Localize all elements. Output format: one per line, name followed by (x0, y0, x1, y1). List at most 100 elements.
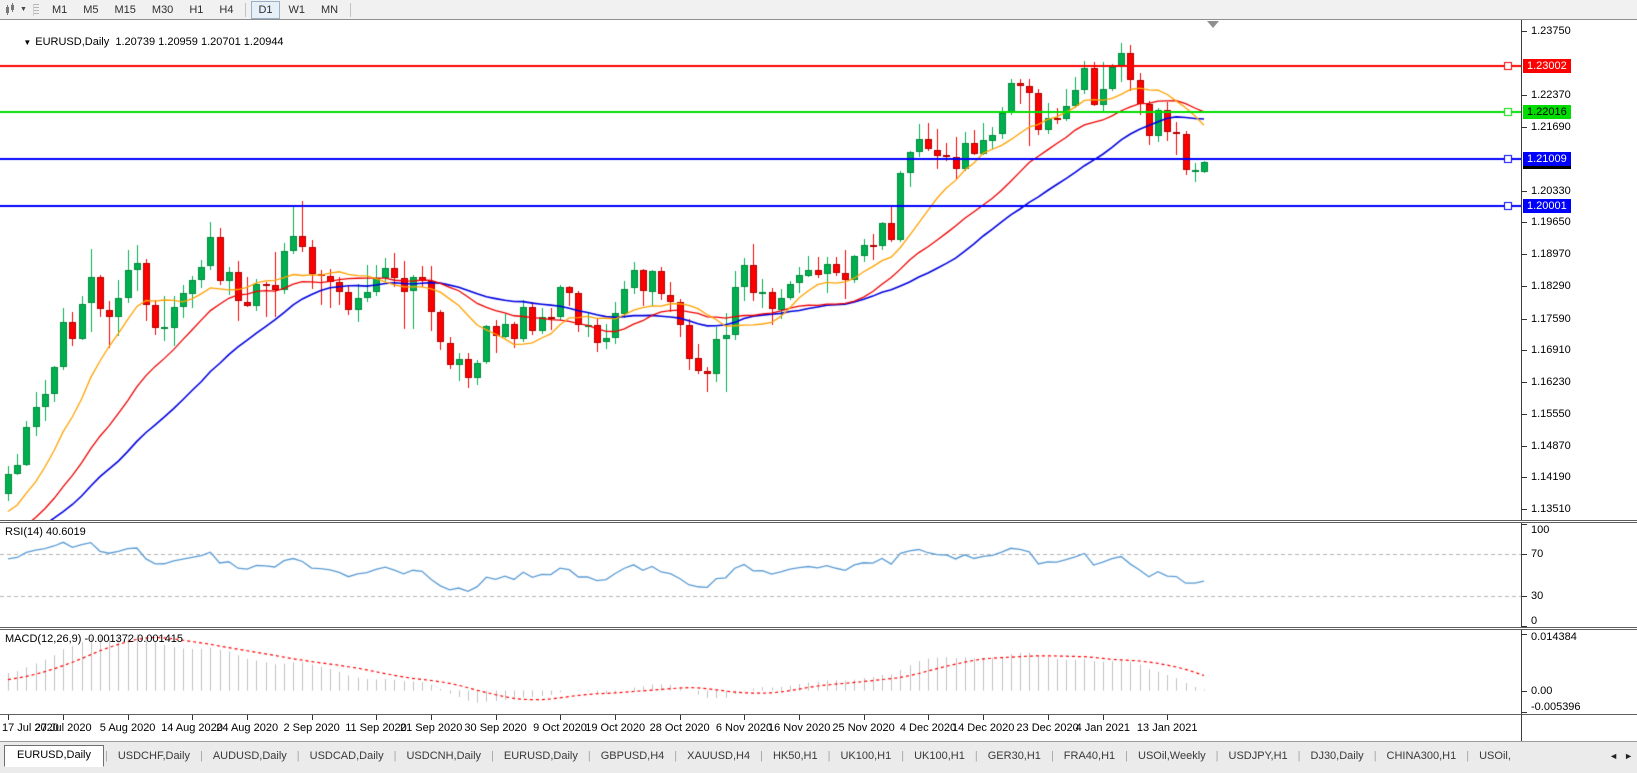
mini-candles-icon (6, 3, 14, 15)
rsi-tick-mark (1522, 626, 1527, 627)
price-tick-label: 1.18970 (1531, 248, 1571, 261)
chart-tab-6[interactable]: GBPUSD,H4 (600, 749, 665, 762)
main-chart-canvas[interactable] (0, 20, 1522, 520)
tab-divider: | (1050, 750, 1054, 762)
date-tick-mark (863, 715, 865, 720)
date-tick-label: 30 Sep 2020 (464, 722, 527, 734)
toolbar-separator (350, 2, 352, 17)
price-tick-mark (1522, 382, 1527, 384)
macd-canvas[interactable] (0, 630, 1522, 714)
date-tick-mark (799, 715, 801, 720)
toolbar-grip[interactable] (32, 3, 39, 16)
rsi-panel: RSI(14) 40.6019 100 70 30 0 (0, 523, 1637, 627)
price-tick-label: 1.14190 (1531, 471, 1571, 484)
tab-scroll-left-icon[interactable]: ◄ (1609, 751, 1619, 761)
timeframe-button-H4[interactable]: H4 (219, 3, 234, 16)
rsi-canvas[interactable] (0, 523, 1522, 627)
date-tick-label: 28 Oct 2020 (649, 722, 710, 734)
macd-axis[interactable]: 0.014384 0.00 -0.005396 (1521, 630, 1637, 714)
date-tick-label: 27 Jul 2020 (34, 722, 92, 734)
rsi-scale-label: 30 (1531, 589, 1544, 602)
rsi-tick-mark (1522, 524, 1527, 525)
hline-price-label: 1.21009 (1523, 151, 1571, 166)
date-tick-label: 25 Nov 2020 (832, 722, 895, 734)
date-tick-mark (495, 715, 497, 720)
timeframe-button-M15[interactable]: M15 (114, 3, 136, 16)
macd-tick-mark (1522, 634, 1527, 636)
date-tick-mark (1102, 715, 1104, 720)
tab-divider: | (1466, 750, 1470, 762)
rsi-tick-mark (1522, 554, 1527, 556)
price-tick-mark (1522, 477, 1527, 479)
price-tick-label: 1.14870 (1531, 439, 1571, 452)
chart-tab-10[interactable]: UK100,H1 (914, 749, 965, 762)
tab-scroll-buttons: ◄ ► (1609, 751, 1633, 761)
date-tick-label: 23 Dec 2020 (1016, 722, 1079, 734)
date-tick-mark (1167, 715, 1169, 720)
chart-tab-13[interactable]: USOil,Weekly (1138, 749, 1206, 762)
panel-splitter[interactable] (0, 627, 1637, 630)
tab-scroll-right-icon[interactable]: ► (1624, 751, 1633, 761)
tab-divider: | (393, 750, 397, 762)
timeframe-button-D1[interactable]: D1 (251, 0, 280, 19)
chart-tab-12[interactable]: FRA40,H1 (1063, 749, 1116, 762)
chart-title-text: EURUSD,Daily 1.20739 1.20959 1.20701 1.2… (35, 36, 284, 48)
chart-tab-15[interactable]: DJ30,Daily (1310, 749, 1364, 762)
tab-divider: | (296, 750, 300, 762)
tab-divider: | (1215, 750, 1219, 762)
date-tick-mark (247, 715, 249, 720)
title-marker-icon: ▼ (23, 38, 32, 47)
date-tick-mark (1047, 715, 1049, 720)
price-tick-label: 1.15550 (1531, 407, 1571, 420)
date-tick-label: 16 Nov 2020 (767, 722, 831, 734)
chart-tab-5[interactable]: EURUSD,Daily (503, 749, 578, 762)
chart-tab-3[interactable]: USDCAD,Daily (309, 749, 384, 762)
tab-divider: | (760, 750, 763, 762)
price-tick-mark (1522, 222, 1527, 224)
date-tick-label: 6 Nov 2020 (715, 722, 773, 734)
tab-divider: | (674, 750, 678, 762)
rsi-axis[interactable]: 100 70 30 0 (1521, 523, 1637, 627)
panel-splitter[interactable] (0, 520, 1637, 523)
price-axis[interactable]: 1.23750 1.22370 1.21690 1.20330 1.19650 1.189… (1521, 20, 1637, 520)
chart-tab-9[interactable]: UK100,H1 (840, 749, 892, 762)
date-tick-label: 17 Jul 2020 (2, 722, 59, 734)
chart-tab-8[interactable]: HK50,H1 (772, 749, 818, 762)
date-tick-label: 13 Jan 2021 (1136, 722, 1198, 734)
date-axis[interactable]: 17 Jul 2020 27 Jul 2020 5 Aug 2020 14 Aug 2… (0, 714, 1637, 742)
chart-tab-4[interactable]: USDCNH,Daily (406, 749, 482, 762)
top-toolbar: ▼ M1 M5 M15 M30 H1 H4 D1 W1 MN (0, 0, 1637, 20)
timeframe-button-W1[interactable]: W1 (288, 3, 306, 16)
timeframe-button-M5[interactable]: M5 (83, 3, 99, 16)
chart-tab-2[interactable]: AUDUSD,Daily (212, 749, 287, 762)
chart-tab-0[interactable]: EURUSD,Daily (4, 745, 104, 767)
timeframe-button-MN[interactable]: MN (321, 3, 339, 16)
chart-tab-11[interactable]: GER30,H1 (987, 749, 1041, 762)
tab-divider: | (1125, 750, 1129, 762)
chart-tab-7[interactable]: XAUUSD,H4 (687, 749, 751, 762)
date-tick-label: 9 Oct 2020 (533, 722, 587, 734)
chart-shift-marker (1207, 21, 1219, 28)
periodicity-icon[interactable]: ▼ (0, 3, 30, 16)
macd-scale-label: 0.014384 (1531, 631, 1577, 643)
rsi-label: RSI(14) 40.6019 (5, 526, 86, 538)
price-tick-mark (1522, 445, 1527, 447)
timeframe-button-M1[interactable]: M1 (51, 3, 68, 16)
date-tick-label: 14 Dec 2020 (951, 722, 1015, 734)
tab-divider: | (199, 750, 203, 762)
timeframe-button-M30[interactable]: M30 (151, 3, 174, 16)
rsi-tick-mark (1522, 595, 1527, 597)
date-tick-mark (311, 715, 313, 720)
hline-price-label: 1.22016 (1523, 104, 1571, 119)
chart-tab-17[interactable]: USOil, (1479, 749, 1511, 762)
date-tick-label: 4 Dec 2020 (899, 722, 957, 734)
timeframe-button-H1[interactable]: H1 (189, 3, 204, 16)
price-tick-mark (1522, 350, 1527, 352)
chart-tab-16[interactable]: CHINA300,H1 (1386, 749, 1457, 762)
macd-label: MACD(12,26,9) -0.001372 0.001415 (5, 633, 183, 645)
price-tick-mark (1522, 95, 1527, 97)
chart-tab-1[interactable]: USDCHF,Daily (117, 749, 190, 762)
chart-tab-14[interactable]: USDJPY,H1 (1228, 749, 1288, 762)
date-tick-mark (192, 715, 193, 720)
tab-divider: | (491, 750, 494, 762)
